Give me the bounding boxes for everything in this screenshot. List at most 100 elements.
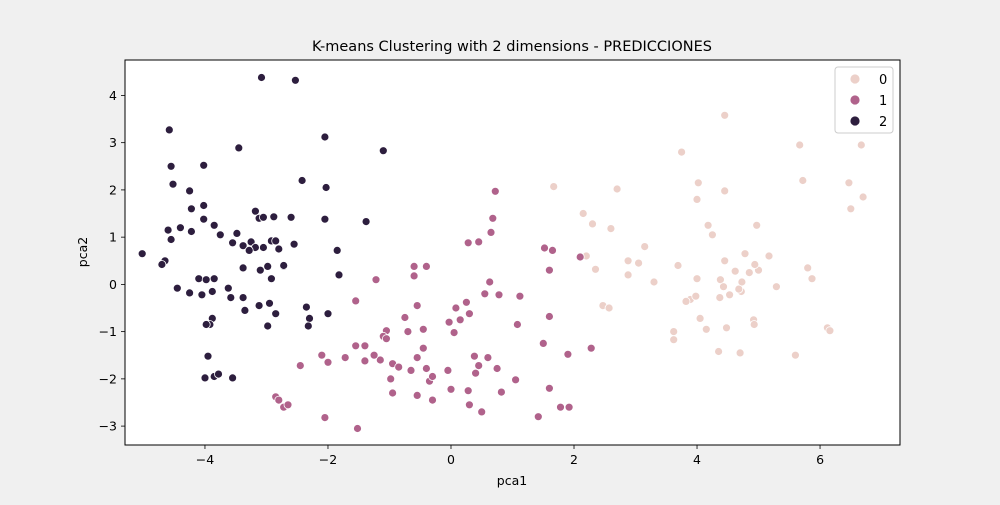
cluster-2-point <box>244 245 254 255</box>
y-tick-label: −2 <box>99 371 117 386</box>
cluster-0-point <box>720 110 730 120</box>
cluster-2-point <box>257 73 266 82</box>
cluster-1-point <box>463 386 473 396</box>
cluster-2-point <box>199 160 209 170</box>
cluster-0-point <box>844 178 854 188</box>
cluster-0-point <box>578 209 588 218</box>
cluster-2-point <box>258 212 268 222</box>
cluster-0-point <box>606 224 616 234</box>
x-axis: −4 −2 0 2 4 6 <box>196 445 824 467</box>
cluster-2-point <box>234 143 244 153</box>
cluster-2-point <box>258 243 268 252</box>
cluster-1-point <box>409 261 419 271</box>
cluster-1-point <box>485 277 495 287</box>
legend-label-0: 0 <box>879 73 887 88</box>
cluster-1-point <box>317 350 327 360</box>
cluster-2-point <box>240 305 250 315</box>
cluster-2-point <box>265 298 274 308</box>
y-tick-label: 0 <box>109 277 117 292</box>
cluster-1-point <box>564 402 574 412</box>
cluster-0-point <box>623 256 633 266</box>
cluster-2-point <box>238 263 248 273</box>
cluster-0-point <box>634 258 643 268</box>
cluster-2-point <box>320 214 330 224</box>
cluster-0-point <box>730 266 740 276</box>
cluster-1-point <box>295 361 305 371</box>
cluster-2-point <box>168 179 178 189</box>
x-tick-label: 4 <box>693 452 701 467</box>
cluster-2-point <box>332 245 342 255</box>
y-tick-label: 1 <box>109 230 117 245</box>
cluster-2-point <box>157 260 167 269</box>
cluster-0-point <box>681 296 691 306</box>
cluster-0-point <box>803 263 813 273</box>
cluster-2-point <box>238 293 248 303</box>
cluster-1-point <box>412 301 422 311</box>
cluster-1-point <box>360 356 370 366</box>
cluster-0-point <box>703 220 713 230</box>
cluster-2-point <box>255 265 265 275</box>
y-tick-label: −1 <box>99 324 117 339</box>
cluster-2-point <box>286 212 296 222</box>
cluster-2-point <box>197 290 207 300</box>
cluster-1-point <box>533 412 543 422</box>
cluster-0-point <box>714 347 723 356</box>
cluster-0-point <box>692 194 702 204</box>
cluster-0-point <box>692 274 702 284</box>
x-tick-label: 0 <box>447 452 455 467</box>
x-tick-label: −2 <box>319 452 337 467</box>
cluster-1-point <box>464 400 474 410</box>
cluster-0-point <box>740 249 750 259</box>
cluster-0-point <box>752 220 762 230</box>
cluster-2-point <box>186 204 196 214</box>
cluster-0-point <box>856 140 866 150</box>
cluster-2-point <box>305 313 314 323</box>
cluster-1-point <box>486 227 496 237</box>
cluster-1-point <box>418 343 428 353</box>
cluster-1-point <box>494 290 504 300</box>
cluster-2-point <box>166 235 176 244</box>
y-tick-label: 3 <box>109 135 117 150</box>
legend: 0 1 2 <box>834 66 894 134</box>
x-tick-label: 2 <box>570 452 578 467</box>
cluster-1-point <box>369 350 379 360</box>
cluster-1-point <box>449 328 459 338</box>
cluster-1-point <box>351 296 361 306</box>
cluster-1-point <box>381 334 391 344</box>
cluster-0-point <box>722 323 731 333</box>
cluster-2-point <box>323 309 333 319</box>
cluster-1-point <box>323 357 333 367</box>
y-tick-label: 2 <box>109 182 117 197</box>
chart-title: K-means Clustering with 2 dimensions - P… <box>312 39 712 55</box>
cluster-0-point <box>734 284 744 294</box>
cluster-0-point <box>720 186 730 196</box>
cluster-2-point <box>199 201 209 210</box>
cluster-1-point <box>394 362 404 372</box>
cluster-1-point <box>371 275 381 285</box>
cluster-0-point <box>807 274 817 284</box>
cluster-2-point <box>301 302 311 312</box>
cluster-2-point <box>214 369 223 379</box>
cluster-1-point <box>444 317 454 327</box>
cluster-1-point <box>446 384 456 394</box>
cluster-0-point <box>701 324 711 334</box>
cluster-2-point <box>263 321 273 331</box>
cluster-1-point <box>283 400 293 410</box>
cluster-2-point <box>378 146 388 156</box>
cluster-1-point <box>428 395 437 405</box>
cluster-1-point <box>492 364 502 373</box>
cluster-0-point <box>725 290 734 300</box>
cluster-2-point <box>209 274 219 284</box>
cluster-2-point <box>271 236 281 246</box>
cluster-2-point <box>266 274 276 284</box>
cluster-2-point <box>321 183 331 192</box>
cluster-1-point <box>540 243 549 253</box>
cluster-2-point <box>232 228 242 238</box>
cluster-0-point <box>798 176 808 185</box>
cluster-2-point <box>186 227 196 236</box>
y-axis-label: pca2 <box>75 237 90 267</box>
cluster-2-point <box>201 320 211 329</box>
cluster-2-point <box>164 125 174 135</box>
cluster-1-point <box>538 338 548 348</box>
